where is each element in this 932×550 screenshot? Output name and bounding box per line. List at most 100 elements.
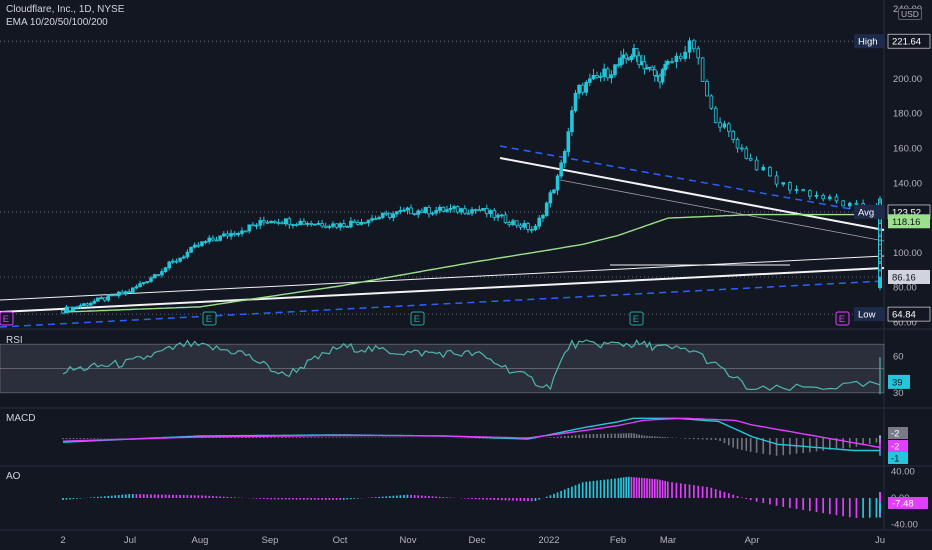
candle-body[interactable] [484, 208, 489, 215]
candle-body[interactable] [373, 218, 378, 220]
macd-value-tag[interactable] [888, 440, 908, 452]
candle-body[interactable] [391, 213, 396, 218]
candle-body[interactable] [294, 224, 299, 226]
candle-body[interactable] [366, 219, 371, 224]
candle-body[interactable] [356, 222, 360, 225]
candle-body[interactable] [774, 175, 779, 185]
candle-body[interactable] [731, 130, 735, 140]
candle-body[interactable] [602, 68, 606, 77]
candle-body[interactable] [427, 207, 431, 215]
candle-body[interactable] [167, 261, 172, 269]
candle-body[interactable] [735, 139, 740, 149]
candle-body[interactable] [507, 222, 512, 226]
candle-body[interactable] [423, 207, 428, 213]
earnings-marker[interactable] [410, 311, 425, 326]
candle-body[interactable] [570, 110, 574, 133]
time-axis[interactable]: 2 Jul Aug Sep Oct Nov Dec 2022 Feb Mar Apr Ju [60, 535, 885, 546]
candle-body[interactable] [591, 75, 596, 80]
candle-body[interactable] [265, 221, 270, 224]
candle-body[interactable] [744, 148, 749, 159]
candle-body[interactable] [316, 222, 321, 225]
candle-body[interactable] [713, 107, 718, 124]
candle-body[interactable] [370, 218, 374, 221]
candle-body[interactable] [269, 220, 273, 224]
candle-body[interactable] [247, 224, 252, 232]
macd-value-tag[interactable] [888, 427, 908, 439]
rsi-line[interactable] [62, 339, 881, 395]
candle-body[interactable] [663, 63, 667, 71]
candle-body[interactable] [254, 224, 259, 227]
candle-body[interactable] [229, 232, 233, 237]
earnings-marker[interactable] [0, 311, 14, 326]
candle-body[interactable] [834, 196, 839, 202]
candle-body[interactable] [127, 291, 131, 294]
candle-body[interactable] [488, 210, 493, 215]
candle-body[interactable] [178, 257, 182, 262]
earnings-marker[interactable] [202, 311, 217, 326]
candle-body[interactable] [605, 68, 610, 79]
candle-body[interactable] [398, 210, 403, 213]
candle-body[interactable] [642, 61, 647, 70]
candle-body[interactable] [666, 60, 670, 65]
candle-body[interactable] [878, 244, 882, 252]
candle-body[interactable] [526, 223, 530, 230]
candle-body[interactable] [75, 306, 79, 309]
candle-body[interactable] [64, 306, 69, 314]
candle-body[interactable] [109, 294, 114, 297]
candle-body[interactable] [650, 66, 654, 71]
candle-body[interactable] [92, 300, 97, 304]
candle-body[interactable] [200, 241, 204, 246]
candle-body[interactable] [138, 283, 142, 287]
candle-body[interactable] [754, 159, 759, 171]
macd-value-tag[interactable] [888, 452, 908, 464]
candle-body[interactable] [409, 207, 413, 215]
currency-label[interactable]: USD [898, 8, 922, 20]
candle-body[interactable] [653, 69, 657, 76]
candle-body[interactable] [533, 225, 538, 231]
candle-body[interactable] [203, 241, 208, 244]
candle-body[interactable] [705, 81, 709, 97]
candle-body[interactable] [359, 221, 364, 225]
candle-body[interactable] [455, 206, 460, 213]
candle-body[interactable] [808, 190, 812, 197]
candle-body[interactable] [236, 233, 241, 235]
candle-body[interactable] [152, 274, 157, 279]
candle-body[interactable] [349, 220, 353, 228]
ao-value-tag[interactable] [888, 496, 928, 509]
candle-body[interactable] [380, 212, 385, 218]
candle-body[interactable] [149, 277, 153, 282]
candle-body[interactable] [692, 40, 696, 50]
candle-body[interactable] [207, 237, 212, 243]
candle-body[interactable] [302, 220, 306, 225]
candle-body[interactable] [402, 209, 406, 212]
candle-body[interactable] [85, 303, 90, 306]
candle-body[interactable] [430, 212, 435, 215]
earnings-marker[interactable] [835, 311, 850, 326]
candle-body[interactable] [555, 175, 560, 191]
candle-body[interactable] [312, 223, 317, 226]
candle-body[interactable] [537, 217, 542, 227]
candle-body[interactable] [251, 224, 255, 227]
rsi-pane[interactable]: 30 60 39 [0, 339, 910, 399]
candle-body[interactable] [103, 297, 107, 301]
candle-body[interactable] [331, 223, 335, 227]
candle-body[interactable] [145, 281, 150, 283]
candle-body[interactable] [116, 291, 121, 297]
candle-body[interactable] [276, 222, 281, 224]
candle-body[interactable] [309, 223, 313, 225]
candle-body[interactable] [709, 95, 714, 109]
candle-body[interactable] [687, 40, 692, 53]
signal-line[interactable] [62, 417, 881, 452]
candle-body[interactable] [854, 202, 859, 205]
candle-body[interactable] [214, 239, 219, 242]
candle-body[interactable] [163, 267, 168, 273]
candle-body[interactable] [89, 302, 93, 306]
candle-body[interactable] [788, 182, 792, 191]
candle-body[interactable] [624, 54, 628, 59]
candle-body[interactable] [225, 233, 230, 237]
price-tag[interactable] [888, 269, 930, 284]
candle-body[interactable] [287, 218, 292, 226]
candle-body[interactable] [466, 212, 471, 215]
candle-body[interactable] [503, 214, 508, 223]
ao-pane[interactable]: 40.000.00-40.00-7.48 [62, 466, 928, 531]
